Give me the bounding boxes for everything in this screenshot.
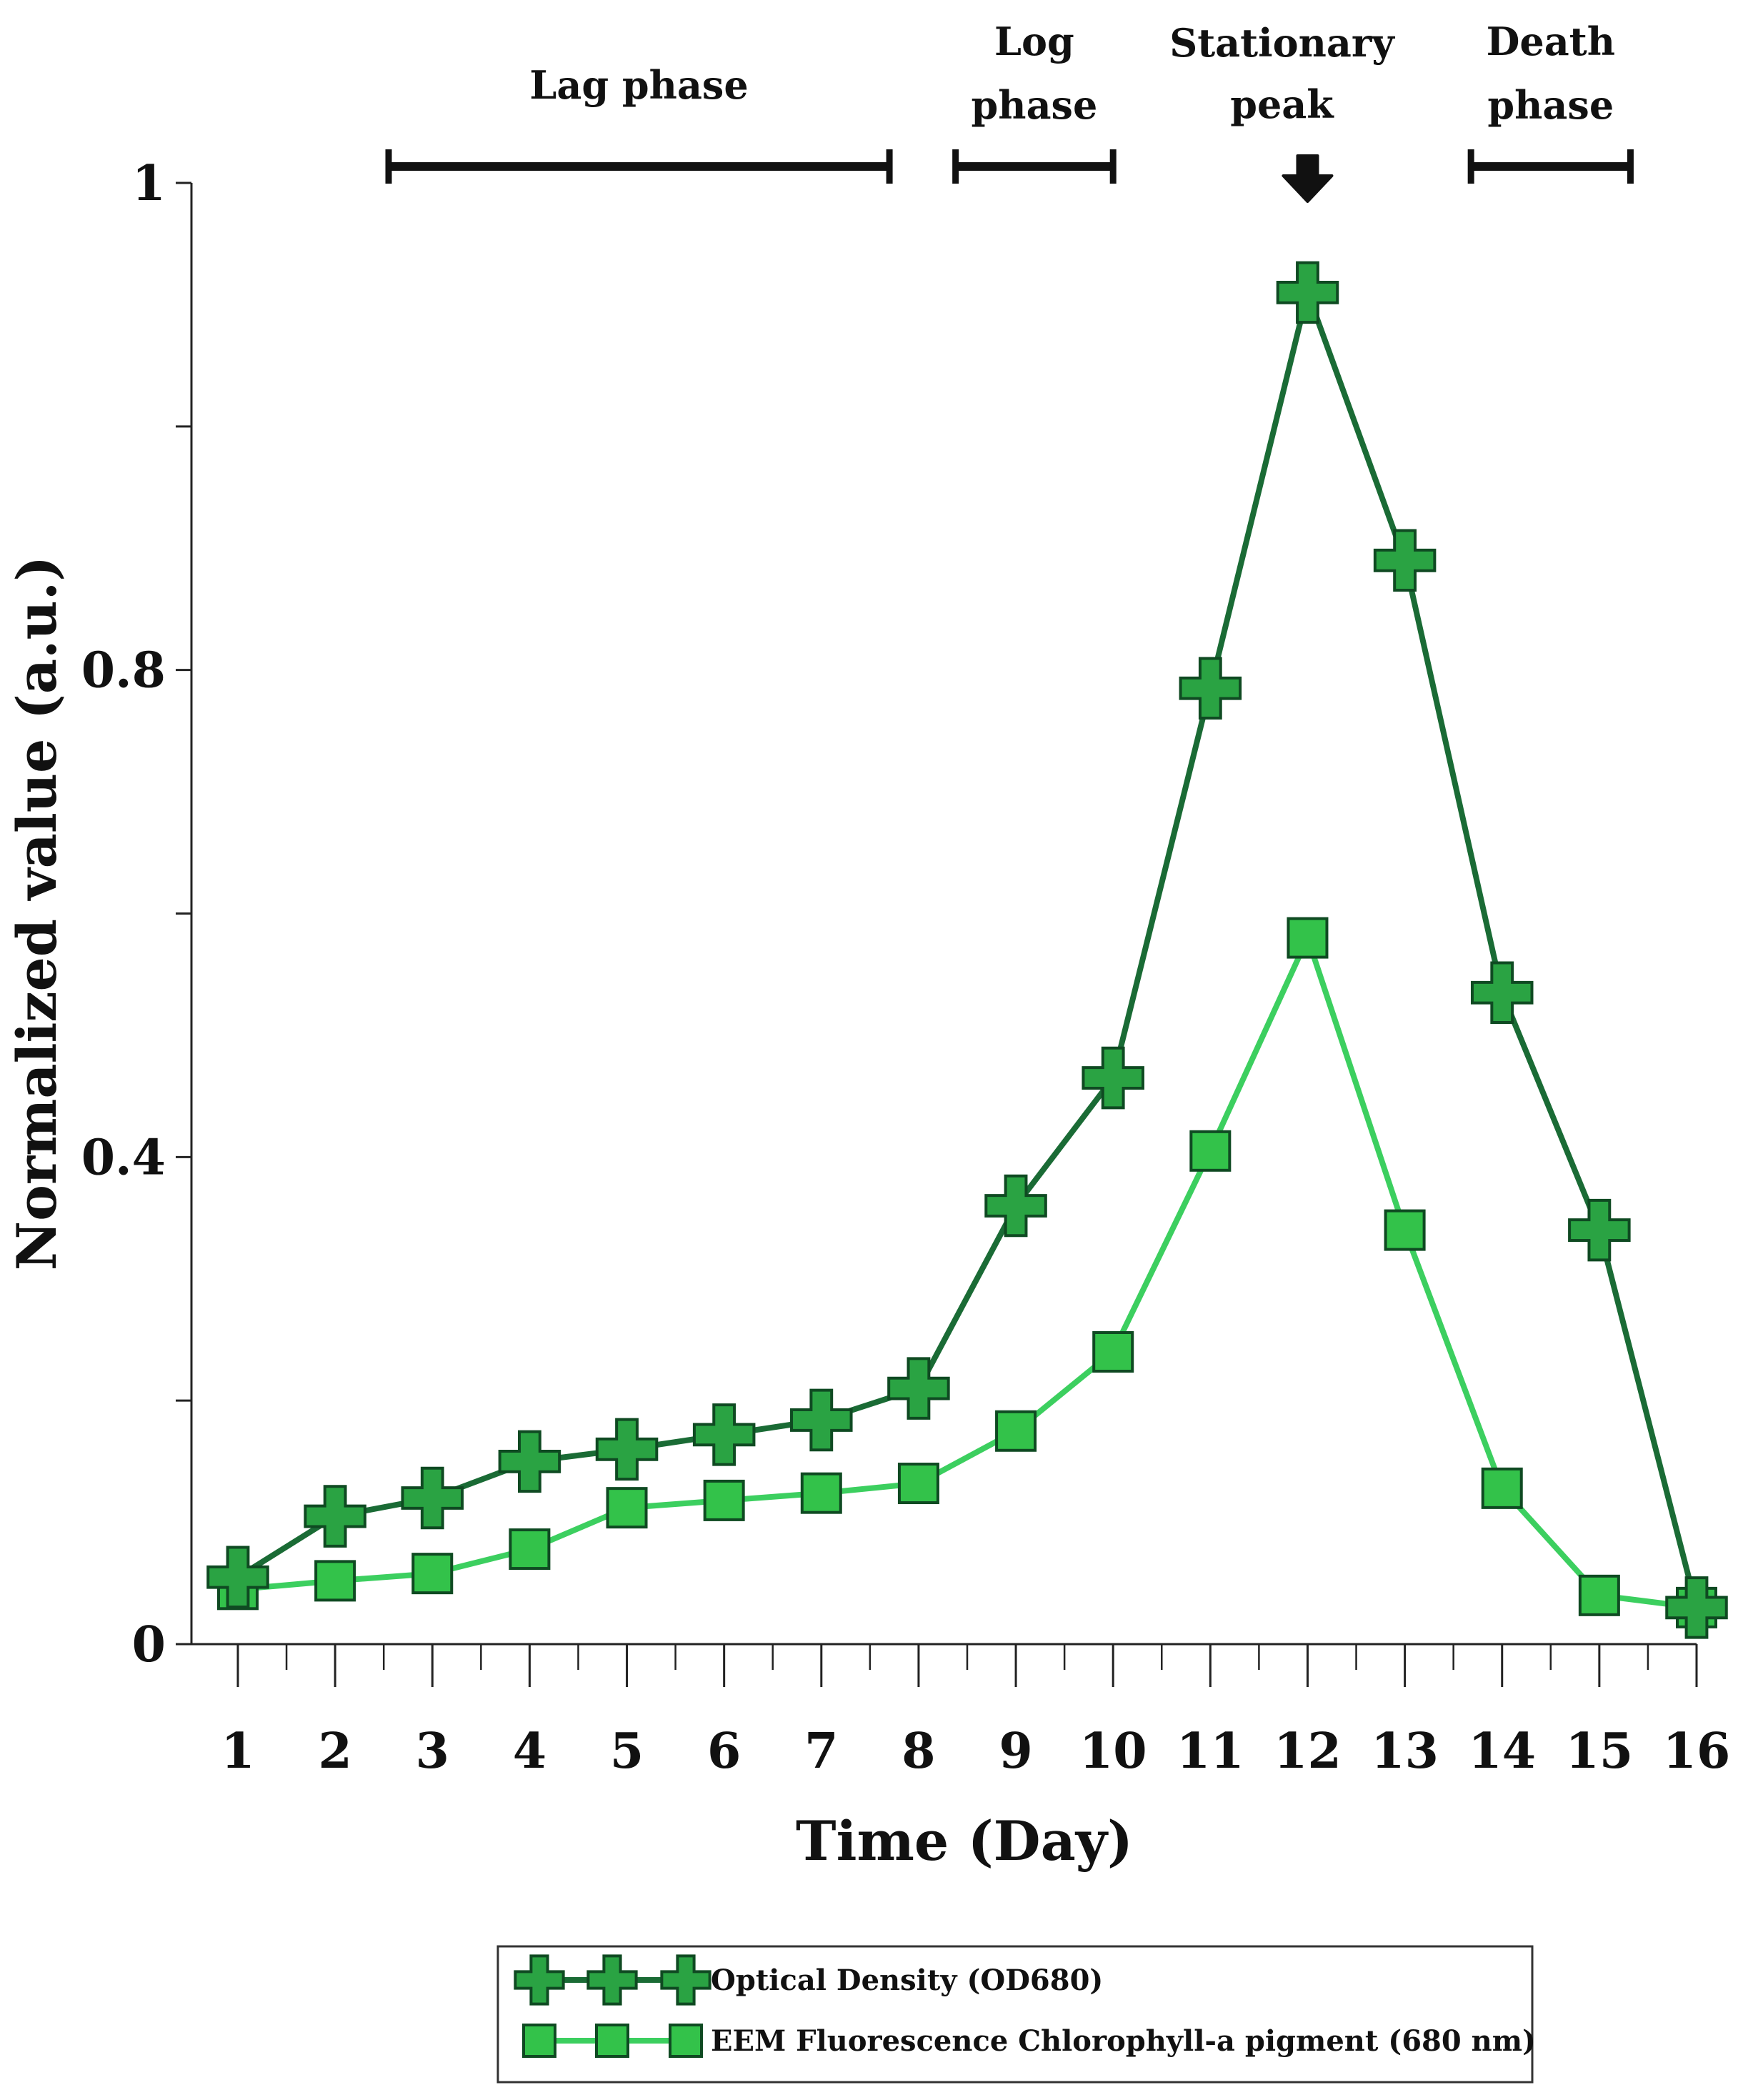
series-optical-density	[206, 261, 1728, 1639]
data-point-plus	[1082, 1046, 1144, 1110]
legend-marker-square	[595, 2024, 629, 2058]
data-point-square	[1481, 1467, 1523, 1509]
legend-entry: Optical Density (OD680)	[514, 1954, 1103, 2006]
data-point-square	[995, 1410, 1037, 1452]
data-point-square	[703, 1479, 745, 1521]
stationary-peak-marker: Stationary peak	[1169, 20, 1395, 203]
data-point-plus	[1568, 1198, 1631, 1262]
data-point-plus	[206, 1546, 269, 1609]
x-tick-label: 14	[1468, 1723, 1536, 1780]
x-tick-label: 4	[513, 1723, 546, 1780]
x-tick-label: 6	[707, 1723, 741, 1780]
x-tick-label: 11	[1177, 1723, 1244, 1780]
legend-label: Optical Density (OD680)	[711, 1964, 1103, 1997]
data-point-square	[509, 1528, 551, 1571]
x-tick-label: 10	[1079, 1723, 1147, 1780]
y-tick-label: 0	[132, 1616, 166, 1673]
data-point-plus	[984, 1174, 1047, 1238]
x-tick-label: 3	[416, 1723, 449, 1780]
data-point-plus	[1179, 657, 1242, 720]
legend-marker-square	[669, 2024, 703, 2058]
data-point-plus	[1470, 961, 1534, 1025]
data-point-square	[1384, 1209, 1426, 1251]
data-point-square	[411, 1553, 454, 1595]
peak-label: peak	[1230, 81, 1334, 127]
x-axis-title: Time (Day)	[796, 1809, 1133, 1873]
legend-marker-plus	[586, 1954, 638, 2006]
data-point-square	[1189, 1130, 1232, 1172]
y-tick-label: 1	[132, 155, 166, 212]
y-tick-label: 0.8	[81, 642, 166, 700]
data-point-plus	[1665, 1576, 1728, 1639]
data-point-square	[800, 1472, 842, 1514]
x-tick-label: 7	[804, 1723, 838, 1780]
data-point-plus	[790, 1388, 853, 1452]
phase-label: phase	[1487, 82, 1614, 128]
data-point-square	[314, 1560, 356, 1602]
phase-label: Log	[994, 19, 1074, 64]
legend-entry: EEM Fluorescence Chlorophyll-a pigment (…	[522, 2024, 1536, 2058]
legend: Optical Density (OD680) EEM Fluorescence …	[496, 1945, 1536, 2084]
peak-label: Stationary	[1169, 20, 1395, 66]
x-tick-label: 2	[318, 1723, 351, 1780]
y-axis-title: Normalized value (a.u.)	[5, 556, 69, 1270]
data-point-square	[897, 1463, 939, 1505]
data-point-plus	[887, 1357, 950, 1420]
data-point-square	[606, 1487, 648, 1529]
phase-annotations: Lag phase Log phase Death phase Stationary pea…	[385, 19, 1634, 203]
data-point-plus	[692, 1403, 756, 1466]
series-line	[235, 289, 1699, 1611]
phase-bracket: Lag phase	[385, 62, 893, 184]
data-point-plus	[401, 1466, 464, 1530]
legend-label: EEM Fluorescence Chlorophyll-a pigment (…	[711, 2024, 1536, 2058]
series-line	[235, 935, 1699, 1611]
legend-marker-plus	[660, 1954, 711, 2006]
data-point-plus	[595, 1418, 659, 1481]
phase-label: phase	[972, 82, 1098, 128]
legend-box	[496, 1945, 1534, 2084]
data-point-square	[1092, 1331, 1134, 1373]
data-point-plus	[498, 1430, 561, 1493]
data-point-square	[1578, 1574, 1620, 1616]
x-tick-label: 9	[999, 1723, 1032, 1780]
x-tick-label: 5	[610, 1723, 644, 1780]
phase-label: Death	[1487, 19, 1615, 64]
x-tick-label: 16	[1663, 1723, 1731, 1780]
data-point-plus	[1373, 529, 1437, 592]
data-point-plus	[304, 1485, 366, 1548]
phase-bracket: Log phase	[952, 19, 1117, 184]
x-tick-label: 1	[221, 1723, 254, 1780]
x-tick-label: 15	[1566, 1723, 1634, 1780]
x-tick-label: 12	[1274, 1723, 1342, 1780]
x-tick-label: 8	[902, 1723, 935, 1780]
phase-bracket: Death phase	[1467, 19, 1634, 184]
down-arrow-icon	[1282, 154, 1334, 203]
legend-marker-plus	[514, 1954, 565, 2006]
data-point-plus	[1276, 261, 1339, 324]
y-tick-label: 0.4	[81, 1129, 166, 1186]
x-tick-label: 13	[1371, 1723, 1439, 1780]
legend-marker-square	[522, 2024, 556, 2058]
phase-label: Lag phase	[529, 62, 748, 108]
data-point-square	[1287, 917, 1329, 959]
